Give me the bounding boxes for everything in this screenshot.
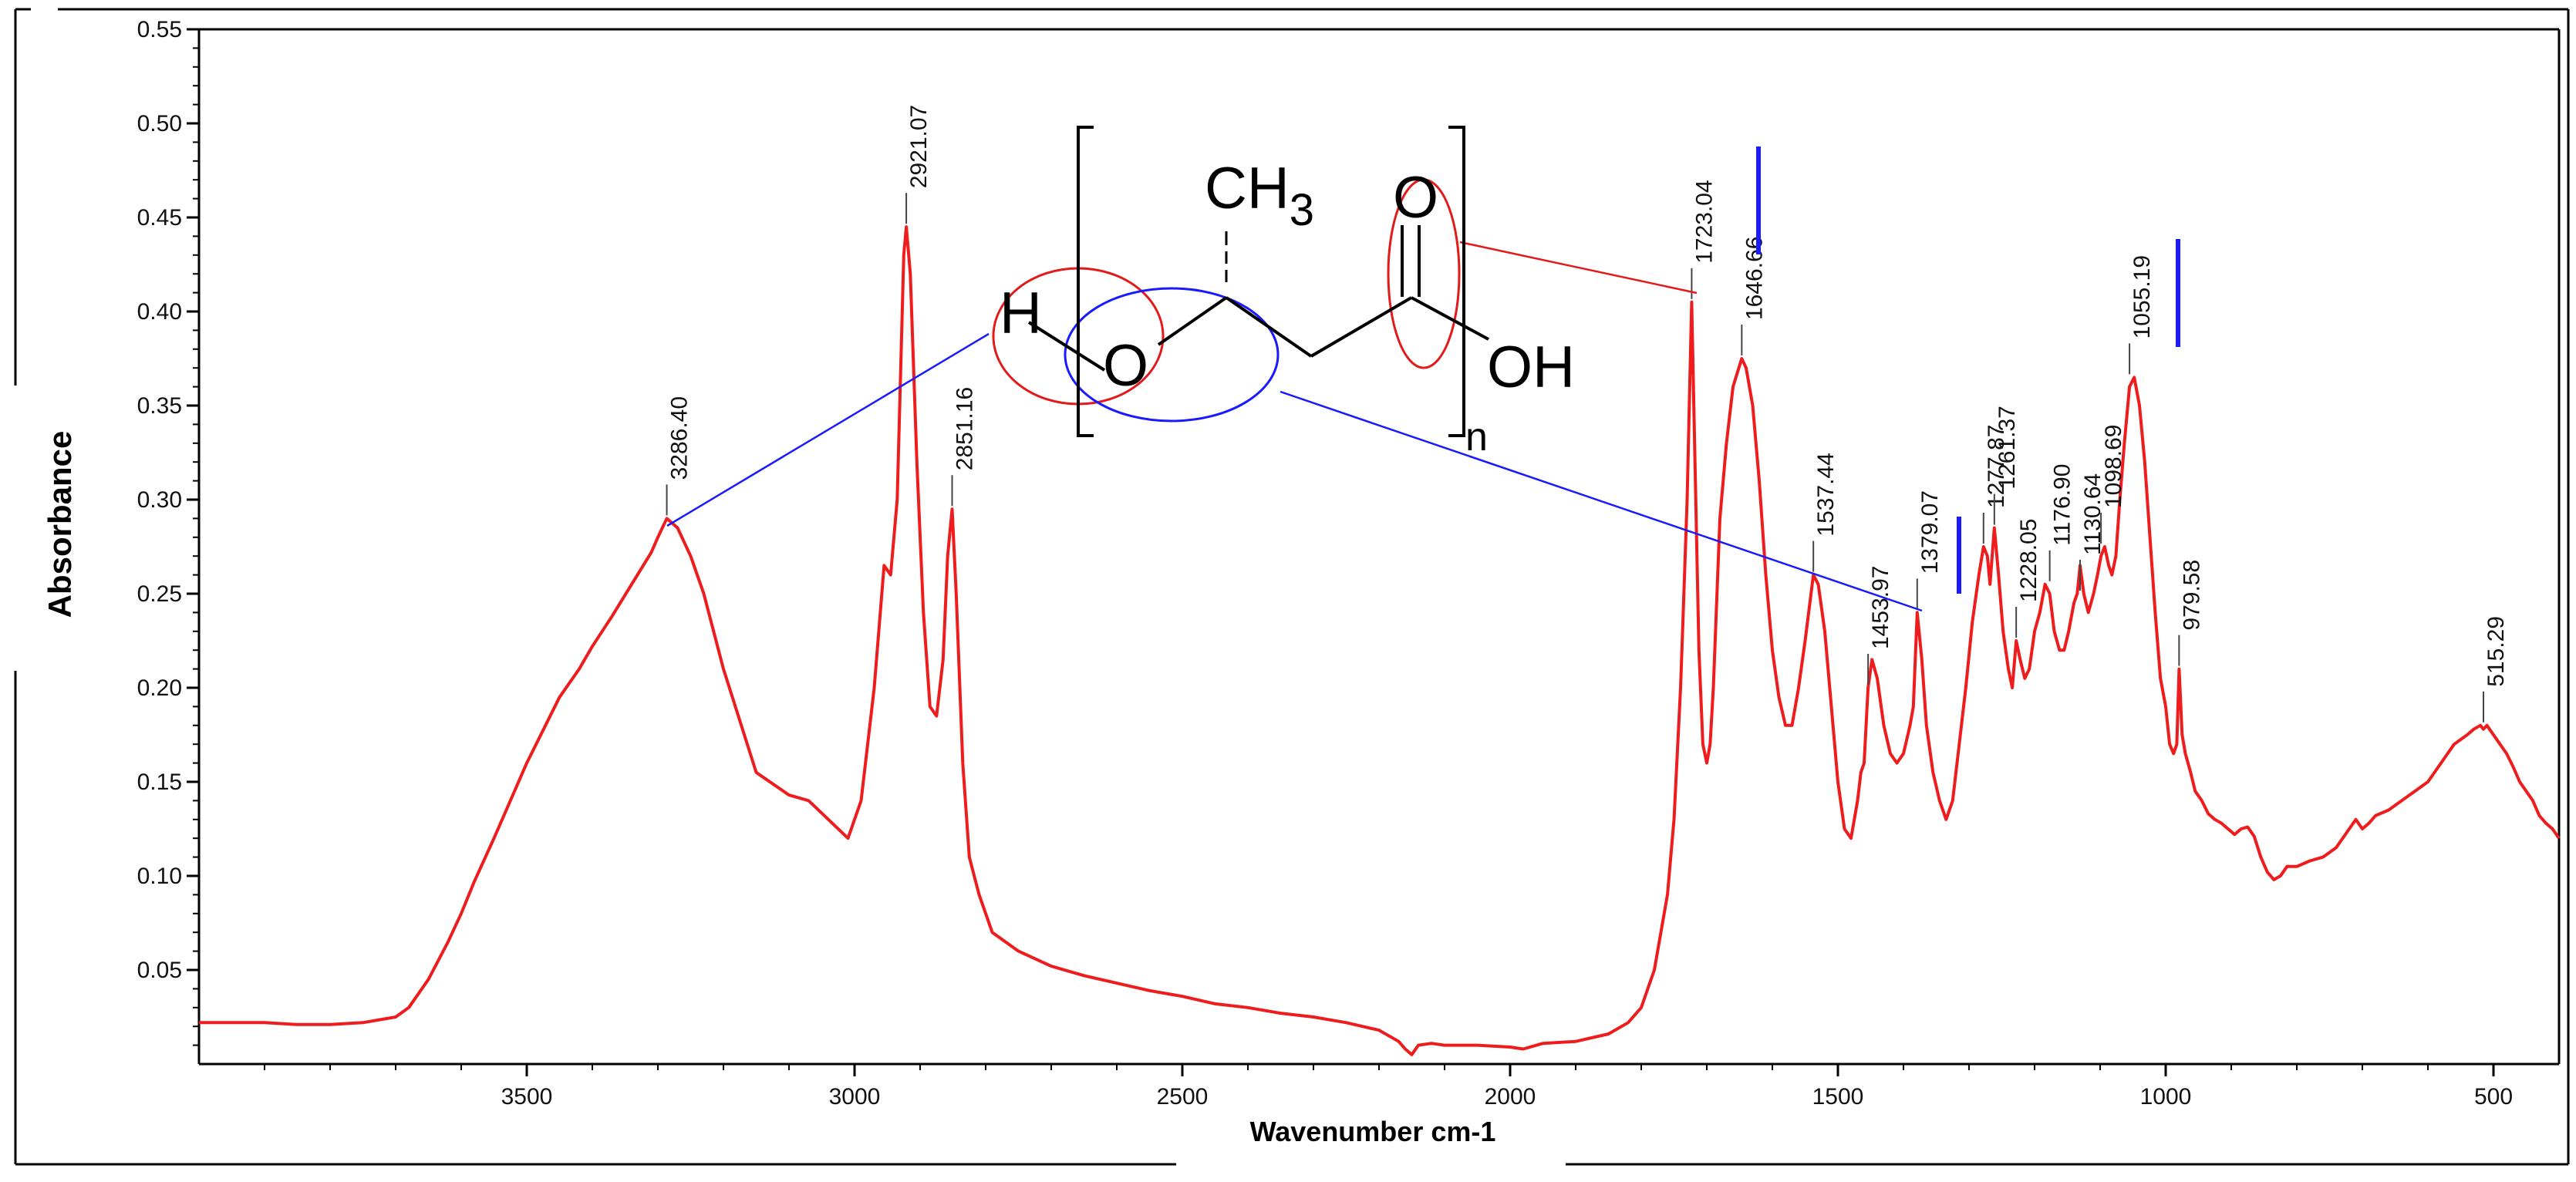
atom-carbonyl-o: O (1393, 165, 1438, 231)
atom-h: H (1000, 281, 1042, 346)
y-tick-label: 0.20 (137, 675, 182, 701)
peak-label: 1176.90 (2050, 464, 2075, 546)
peak-label: 1537.44 (1813, 453, 1839, 536)
peak-label: 1453.97 (1868, 566, 1893, 649)
circle-ether-oxygen (1064, 287, 1280, 423)
x-axis: 3500 3000 2500 2000 1500 1000 500 (264, 1064, 2513, 1110)
y-tick-label: 0.15 (137, 769, 182, 795)
peak-label: 979.58 (2179, 560, 2204, 631)
plot-frame (197, 28, 2561, 1066)
peak-label: 1277.87 (1984, 425, 2009, 508)
peak-label: 1379.07 (1917, 490, 1943, 574)
y-tick-label: 0.40 (137, 299, 182, 325)
spectrum-series-line (199, 225, 2561, 1056)
highlight-markers (1756, 146, 2180, 594)
y-tick-label: 0.55 (137, 17, 182, 42)
y-axis-title: Absorbance (42, 431, 78, 618)
peak-label: 1261.37 (1994, 406, 2020, 489)
y-tick-label: 0.25 (137, 581, 182, 607)
x-tick-label: 2500 (1157, 1084, 1209, 1110)
peak-label: 2921.07 (906, 105, 932, 188)
peak-label: 2851.16 (953, 387, 978, 470)
peak-label: 1098.69 (2101, 425, 2126, 508)
x-tick-label: 500 (2474, 1084, 2513, 1110)
x-axis-title: Wavenumber cm-1 (1250, 1116, 1496, 1147)
x-tick-label: 1500 (1812, 1084, 1864, 1110)
peak-label: 1055.19 (2129, 255, 2155, 338)
y-tick-label: 0.35 (137, 393, 182, 419)
y-axis: 0.05 0.10 0.15 0.20 0.25 0.30 0.35 0.40 0.45 0.50… (137, 17, 199, 1046)
annotations (666, 178, 1923, 612)
circle-carbonyl (1387, 178, 1461, 369)
atom-ether-o: O (1103, 333, 1148, 399)
y-tick-label: 0.05 (137, 958, 182, 983)
y-tick-label: 0.30 (137, 487, 182, 513)
x-tick-label: 2000 (1485, 1084, 1536, 1110)
peak-label: 1646.66 (1741, 237, 1767, 320)
atom-oh: OH (1487, 335, 1575, 400)
x-tick-label: 1000 (2140, 1084, 2192, 1110)
outer-frame (14, 8, 2570, 1166)
bracket-right (1448, 126, 1465, 437)
peak-label: 1228.05 (2016, 519, 2042, 602)
repeat-n: n (1465, 415, 1488, 460)
ch3-label: CH (1205, 156, 1290, 221)
peak-label: 515.29 (2483, 616, 2509, 687)
y-tick-label: 0.10 (137, 864, 182, 889)
x-tick-label: 3500 (501, 1084, 553, 1110)
y-tick-label: 0.45 (137, 205, 182, 231)
peak-labels: 3286.40 2921.07 2851.16 1723.04 1646.66 1537.… (666, 105, 2509, 722)
peak-label: 1723.04 (1691, 180, 1717, 263)
ch3-subscript: 3 (1290, 185, 1314, 235)
x-tick-label: 3000 (829, 1084, 881, 1110)
annotation-line-oh (666, 332, 990, 527)
bracket-left (1077, 126, 1094, 437)
y-tick-label: 0.50 (137, 111, 182, 136)
atom-ch3: CH3 (1205, 156, 1314, 235)
annotation-line-ether (1280, 390, 1923, 612)
annotation-line-carbonyl (1459, 241, 1698, 295)
chemical-structure: H O CH3 O OH n (1000, 126, 1575, 460)
peak-label: 3286.40 (667, 396, 693, 480)
